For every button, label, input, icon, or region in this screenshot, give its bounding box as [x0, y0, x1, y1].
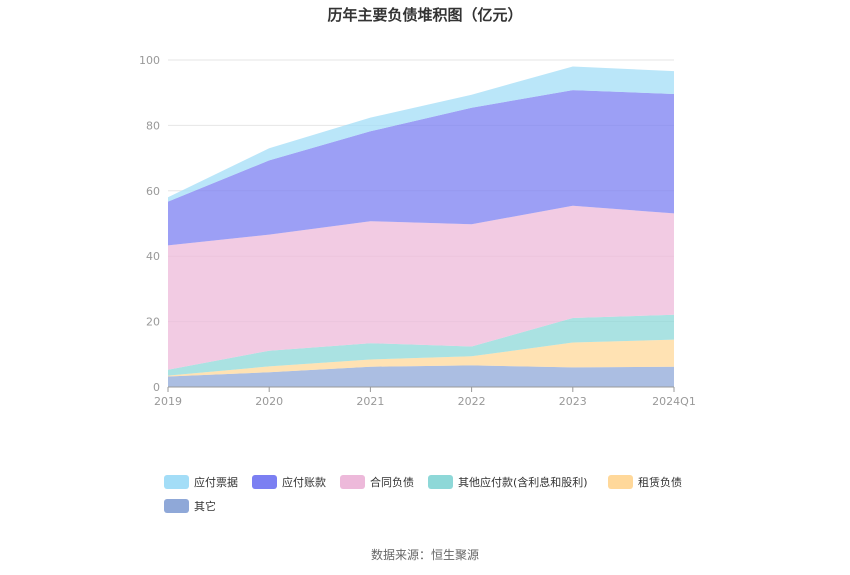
legend-swatch — [340, 475, 365, 489]
legend-swatch — [164, 475, 189, 489]
y-tick-label: 60 — [146, 185, 160, 198]
legend-label: 租赁负债 — [638, 475, 682, 489]
x-tick-label: 2022 — [458, 395, 486, 408]
y-tick-label: 40 — [146, 250, 160, 263]
area-series — [168, 339, 674, 377]
y-tick-label: 100 — [139, 54, 160, 67]
y-tick-label: 0 — [153, 381, 160, 394]
area-series — [168, 314, 674, 376]
legend-swatch — [428, 475, 453, 489]
legend-label: 其它 — [194, 499, 216, 513]
source-note: 数据来源：恒生聚源 — [371, 547, 479, 562]
x-tick-label: 2023 — [559, 395, 587, 408]
legend-label: 其他应付款(含利息和股利) — [458, 475, 588, 489]
legend-label: 应付账款 — [282, 475, 326, 489]
x-tick-label: 2021 — [356, 395, 384, 408]
x-tick-label: 2024Q1 — [652, 395, 696, 408]
legend-swatch — [608, 475, 633, 489]
axes: 0 20 40 60 80 100 2019 2020 2021 2022 2023 2024Q1 — [139, 54, 696, 408]
area-series — [168, 66, 674, 202]
legend-label: 应付票据 — [194, 475, 238, 489]
legend-swatch — [252, 475, 277, 489]
area-series — [168, 205, 674, 370]
x-tick-label: 2019 — [154, 395, 182, 408]
area-series — [168, 365, 674, 387]
x-tick-label: 2020 — [255, 395, 283, 408]
y-tick-label: 20 — [146, 316, 160, 329]
y-tick-label: 80 — [146, 119, 160, 132]
plot-areas — [168, 66, 674, 387]
legend-swatch — [164, 499, 189, 513]
chart-title: 历年主要负债堆积图（亿元） — [327, 6, 522, 24]
area-series — [168, 90, 674, 246]
legend-label: 合同负债 — [370, 475, 414, 489]
